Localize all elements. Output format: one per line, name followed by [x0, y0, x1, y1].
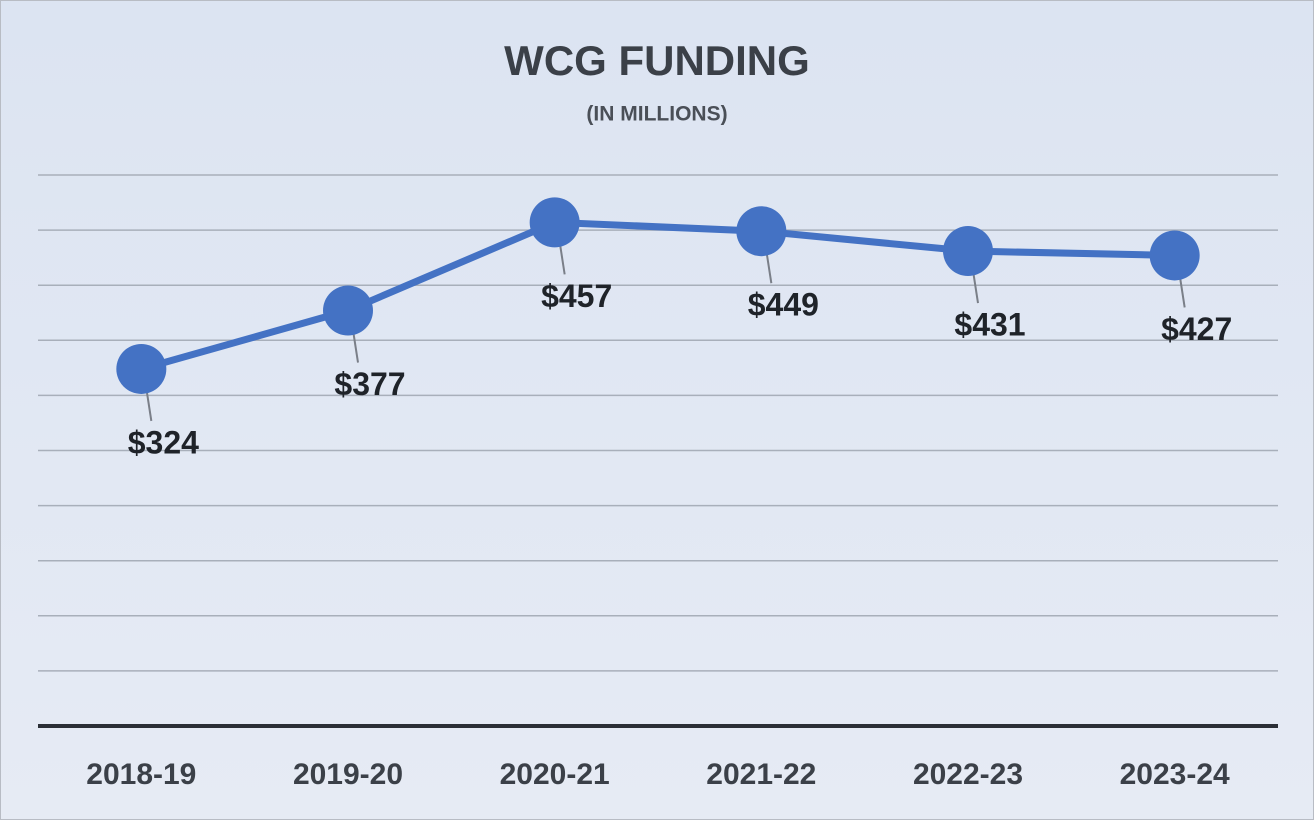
data-label: $431: [954, 306, 1025, 342]
point: [529, 197, 580, 248]
x-tick-label: 2020-21: [500, 758, 610, 791]
plot: 2018-19 2019-20 2020-21 2021-22 2022-23 2023-…: [86, 197, 1232, 791]
data-label: $377: [334, 366, 405, 402]
x-tick-label: 2023-24: [1120, 758, 1230, 791]
x-tick-label: 2018-19: [86, 758, 196, 791]
data-label: $324: [128, 424, 199, 460]
point: [1149, 230, 1200, 281]
point: [116, 343, 167, 394]
chart-title: WCG FUNDING: [504, 37, 810, 84]
data-label: $427: [1161, 311, 1232, 347]
data-label: $449: [748, 287, 819, 323]
point: [736, 206, 787, 257]
x-tick-label: 2022-23: [913, 758, 1023, 791]
x-tick-label: 2019-20: [293, 758, 403, 791]
point: [943, 226, 993, 277]
x-tick-label: 2021-22: [706, 758, 816, 791]
data-label: $457: [541, 278, 612, 314]
point: [323, 285, 373, 336]
chart-subtitle: (IN MILLIONS): [586, 103, 727, 126]
series-line: [140, 218, 1175, 373]
